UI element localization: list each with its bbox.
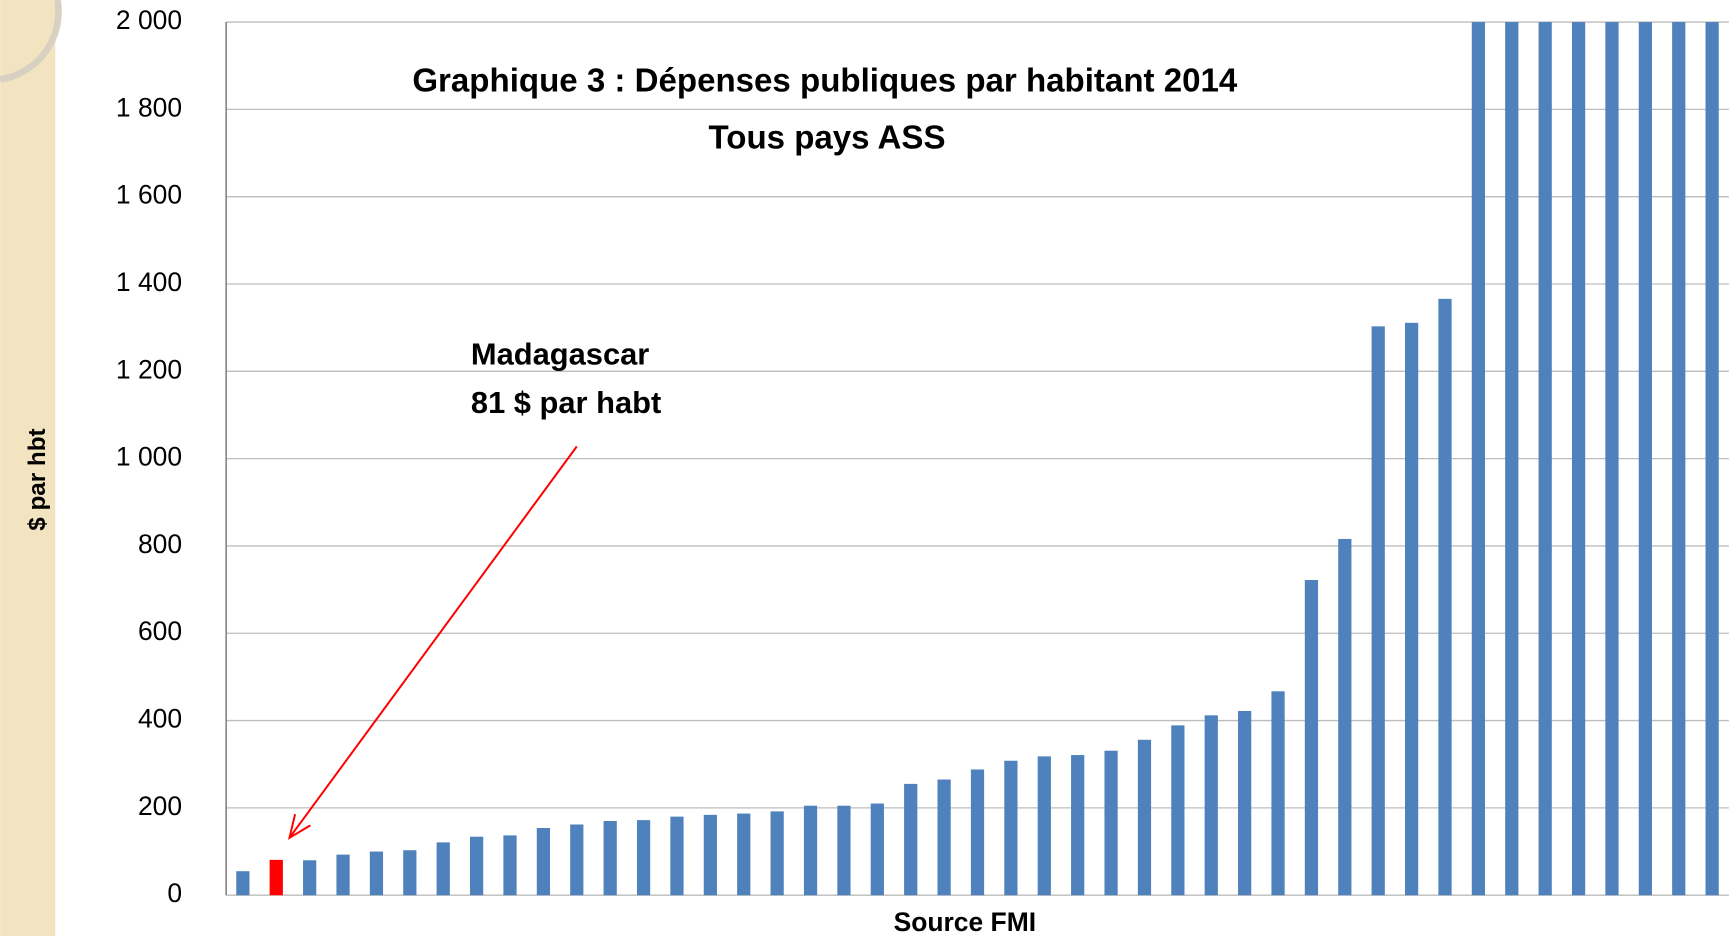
bar — [904, 783, 918, 896]
y-tick-label: 600 — [138, 616, 182, 646]
y-tick-label: 400 — [138, 704, 182, 734]
annotation-line: 81 $ par habt — [471, 385, 661, 420]
side-strip — [0, 0, 56, 936]
bar — [1004, 760, 1018, 896]
bar — [1171, 725, 1185, 896]
bar — [803, 805, 818, 896]
bar — [1571, 22, 1586, 896]
x-axis-label: Source FMI — [894, 907, 1037, 936]
bar — [1204, 715, 1218, 896]
bar — [1404, 322, 1419, 896]
bar — [1605, 22, 1619, 896]
bar — [503, 835, 517, 896]
y-tick-label: 1 800 — [116, 92, 182, 122]
bar — [770, 811, 784, 896]
bar — [670, 816, 684, 896]
bar — [603, 820, 617, 896]
y-tick-label: 1 600 — [116, 180, 182, 210]
y-tick-label: 200 — [138, 791, 182, 821]
bars — [236, 22, 1719, 896]
bar — [269, 859, 283, 896]
bar — [1438, 298, 1452, 896]
bar — [737, 813, 751, 896]
bar — [1338, 538, 1352, 896]
bar — [1705, 22, 1719, 896]
bar — [303, 860, 317, 896]
bar — [837, 805, 851, 896]
bar — [1304, 579, 1319, 896]
grid — [226, 21, 1729, 896]
bar — [1371, 326, 1385, 896]
bar — [336, 854, 350, 896]
bar — [403, 850, 417, 896]
bar — [1538, 22, 1552, 896]
bar — [1672, 22, 1686, 896]
arrow-shaft — [288, 445, 578, 839]
y-tick-label: 0 — [167, 878, 182, 908]
annotation-arrow — [287, 445, 578, 840]
bar — [1071, 755, 1085, 896]
arrow-head — [287, 813, 311, 840]
corner-arc — [0, 0, 62, 83]
annotation-line: Madagascar — [471, 336, 649, 371]
bar — [1037, 756, 1051, 896]
bar — [703, 814, 717, 896]
bar — [236, 871, 250, 896]
bar — [436, 842, 450, 896]
bar — [1638, 22, 1652, 896]
chart-title: Graphique 3 : Dépenses publiques par hab… — [412, 62, 1238, 99]
bar — [369, 851, 384, 896]
bar — [870, 803, 884, 896]
y-tick-label: 1 000 — [116, 442, 182, 472]
chart-subtitle: Tous pays ASS — [709, 120, 946, 157]
y-axis-label: $ par hbt — [24, 428, 51, 530]
bar — [636, 820, 651, 896]
bar — [469, 836, 484, 896]
bar — [1505, 22, 1519, 896]
y-tick-label: 2 000 — [116, 5, 182, 35]
bar — [1137, 739, 1152, 896]
bar — [570, 824, 584, 896]
bar — [1471, 22, 1486, 896]
bar — [1104, 750, 1118, 896]
y-tick-label: 800 — [138, 529, 182, 559]
bar — [970, 769, 985, 896]
bar — [1271, 691, 1285, 896]
y-tick-label: 1 400 — [116, 267, 182, 297]
bar — [937, 779, 951, 896]
bar — [1238, 710, 1252, 896]
y-tick-label: 1 200 — [116, 354, 182, 384]
bar — [536, 827, 551, 896]
